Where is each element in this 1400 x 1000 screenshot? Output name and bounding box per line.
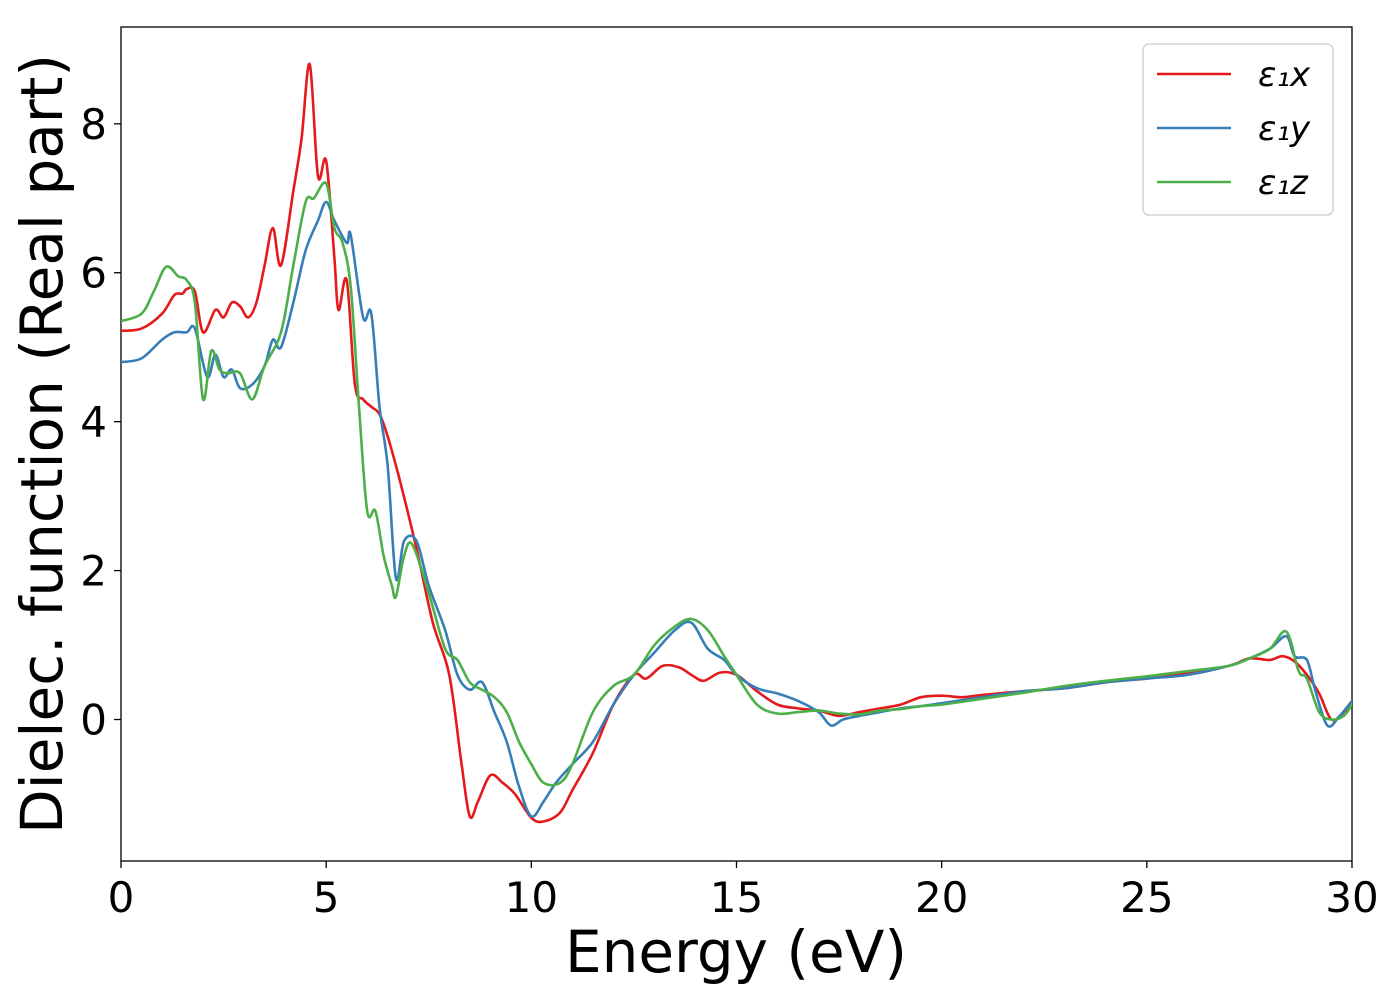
legend: ε₁x ε₁y ε₁z xyxy=(1142,43,1334,216)
x-tick-label: 5 xyxy=(313,873,340,922)
legend-label: ε₁z xyxy=(1258,163,1309,203)
series-line-2 xyxy=(121,181,1352,787)
x-axis-title: Energy (eV) xyxy=(565,918,907,986)
x-axis: 0 5 10 15 20 25 30 xyxy=(108,861,1379,922)
x-tick-label: 25 xyxy=(1120,873,1173,922)
x-tick-label: 0 xyxy=(108,873,135,922)
y-tick-label: 0 xyxy=(80,696,107,745)
legend-label: ε₁y xyxy=(1258,109,1311,149)
legend-box xyxy=(1142,43,1334,216)
x-tick-label: 20 xyxy=(915,873,968,922)
x-tick-label: 30 xyxy=(1325,873,1378,922)
y-tick-label: 6 xyxy=(80,249,107,298)
series-layer xyxy=(121,62,1352,824)
y-axis-title: Dielec. function (Real part) xyxy=(8,54,76,834)
y-axis: 0 2 4 6 8 xyxy=(80,100,121,745)
y-tick-label: 8 xyxy=(80,100,107,149)
legend-label: ε₁x xyxy=(1258,55,1311,95)
series-line-1 xyxy=(121,200,1352,818)
x-tick-label: 10 xyxy=(505,873,558,922)
x-tick-label: 15 xyxy=(710,873,763,922)
y-tick-label: 4 xyxy=(80,398,107,447)
y-tick-label: 2 xyxy=(80,547,107,596)
